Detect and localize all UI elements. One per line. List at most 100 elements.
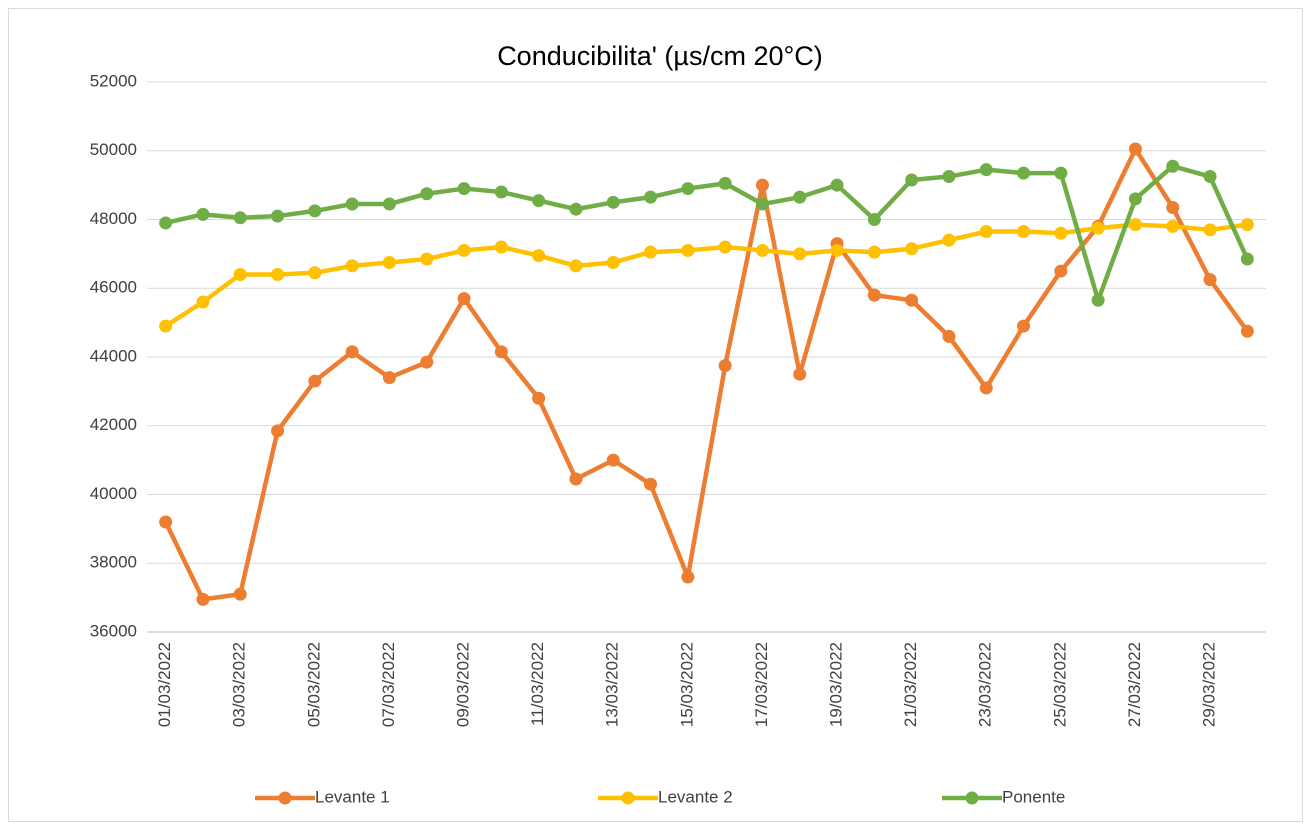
y-tick-label: 44000 xyxy=(90,346,137,365)
data-point xyxy=(1128,192,1142,206)
data-point xyxy=(1054,166,1068,180)
data-point xyxy=(718,176,732,190)
y-tick-label: 46000 xyxy=(90,278,137,297)
data-point xyxy=(1203,170,1217,184)
data-point xyxy=(1017,225,1031,239)
data-point xyxy=(755,197,769,211)
data-point xyxy=(1128,218,1142,232)
data-point xyxy=(420,187,434,201)
y-tick-label: 38000 xyxy=(90,553,137,572)
data-point xyxy=(420,252,434,266)
data-point xyxy=(1203,273,1217,287)
data-point xyxy=(606,453,620,467)
chart-title: Conducibilita' (µs/cm 20°C) xyxy=(497,41,823,71)
series-line xyxy=(163,146,1250,602)
x-tick-label: 29/03/2022 xyxy=(1200,642,1219,727)
data-point xyxy=(420,355,434,369)
x-tick-label: 25/03/2022 xyxy=(1050,642,1069,727)
legend-marker xyxy=(965,791,979,805)
data-point xyxy=(606,195,620,209)
legend-label: Ponente xyxy=(1002,787,1065,806)
data-point xyxy=(905,242,919,256)
y-tick-label: 40000 xyxy=(90,484,137,503)
data-point xyxy=(718,359,732,373)
data-point xyxy=(457,182,471,196)
data-point xyxy=(196,592,210,606)
data-point xyxy=(233,268,247,281)
data-point xyxy=(233,211,247,225)
data-point xyxy=(345,259,359,273)
data-point xyxy=(345,197,359,211)
data-point xyxy=(1091,221,1105,235)
y-tick-label: 36000 xyxy=(90,621,137,640)
data-point xyxy=(979,163,993,177)
data-point xyxy=(382,255,396,269)
data-point xyxy=(830,243,844,257)
y-tick-label: 42000 xyxy=(90,415,137,434)
data-point xyxy=(569,472,583,486)
data-point xyxy=(905,293,919,307)
data-point xyxy=(1017,319,1031,333)
data-point xyxy=(755,243,769,257)
data-point xyxy=(494,240,508,254)
y-tick-label: 50000 xyxy=(90,140,137,159)
data-point xyxy=(457,292,471,306)
data-point xyxy=(1203,223,1217,237)
data-point xyxy=(457,243,471,257)
data-point xyxy=(942,329,956,343)
data-point xyxy=(159,319,173,333)
data-point xyxy=(979,381,993,395)
data-point xyxy=(532,194,546,208)
y-tick-label: 48000 xyxy=(90,209,137,228)
data-point xyxy=(1166,219,1180,233)
data-point xyxy=(1054,264,1068,278)
data-point xyxy=(382,197,396,211)
data-point xyxy=(569,259,583,273)
data-point xyxy=(1054,226,1068,240)
data-point xyxy=(159,515,173,529)
data-point xyxy=(681,182,695,196)
data-point xyxy=(308,374,322,388)
data-point xyxy=(1166,159,1180,173)
legend-label: Levante 1 xyxy=(315,787,390,806)
chart-border xyxy=(8,8,1303,822)
data-point xyxy=(793,247,807,261)
data-point xyxy=(159,216,173,230)
data-point xyxy=(1166,200,1180,214)
data-point xyxy=(494,185,508,199)
legend-label: Levante 2 xyxy=(658,787,733,806)
data-point xyxy=(569,202,583,216)
data-point xyxy=(271,268,285,281)
data-point xyxy=(196,207,210,221)
data-point xyxy=(1128,142,1142,156)
data-point xyxy=(1240,324,1254,338)
data-point xyxy=(755,178,769,192)
data-point xyxy=(867,213,881,226)
data-point xyxy=(308,204,322,218)
data-point xyxy=(494,345,508,359)
x-tick-label: 27/03/2022 xyxy=(1125,642,1144,727)
data-point xyxy=(1091,293,1105,307)
x-tick-label: 23/03/2022 xyxy=(976,642,995,727)
x-tick-label: 21/03/2022 xyxy=(901,642,920,727)
data-point xyxy=(271,209,285,223)
data-point xyxy=(867,288,881,302)
x-tick-label: 19/03/2022 xyxy=(827,642,846,727)
data-point xyxy=(644,190,658,204)
data-point xyxy=(905,173,919,187)
data-point xyxy=(644,477,658,491)
data-point xyxy=(532,249,546,263)
data-point xyxy=(196,295,210,309)
data-point xyxy=(942,170,956,184)
data-point xyxy=(830,178,844,192)
x-tick-label: 11/03/2022 xyxy=(528,642,547,726)
data-point xyxy=(979,225,993,239)
data-point xyxy=(382,371,396,385)
x-tick-label: 15/03/2022 xyxy=(677,642,696,727)
data-point xyxy=(793,190,807,204)
x-tick-label: 09/03/2022 xyxy=(454,642,473,727)
data-point xyxy=(867,245,881,259)
x-tick-label: 07/03/2022 xyxy=(379,642,398,727)
